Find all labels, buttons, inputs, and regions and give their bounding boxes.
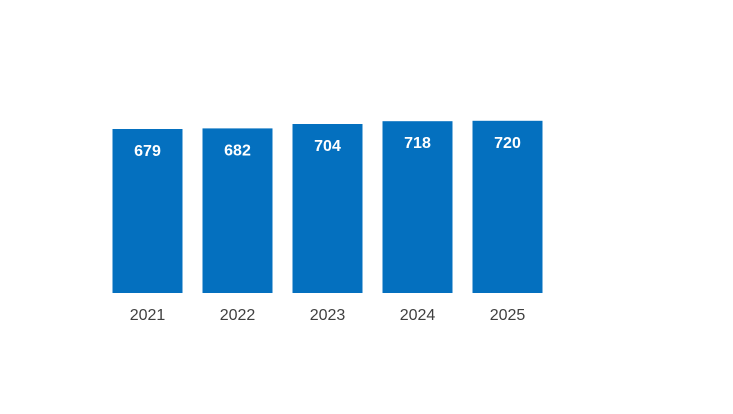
- bar-2022: [202, 128, 273, 293]
- x-tick-label: 2022: [220, 307, 256, 324]
- x-tick-label: 2025: [490, 307, 526, 324]
- bar-2021: [112, 129, 183, 293]
- bar-value-label: 718: [404, 135, 431, 152]
- bar-2025: [472, 120, 543, 293]
- bar-2023: [292, 124, 363, 293]
- bars-layer: [112, 120, 543, 293]
- bar-value-label: 704: [314, 138, 341, 155]
- bar-value-label: 720: [494, 135, 521, 152]
- bar-value-label: 679: [134, 143, 161, 160]
- bar-value-label: 682: [224, 142, 251, 159]
- x-tick-label: 2023: [310, 307, 346, 324]
- bar-2024: [382, 121, 453, 293]
- value-labels-layer: 679 682 704 718 720: [134, 135, 521, 160]
- category-labels-layer: 2021 2022 2023 2024 2025: [130, 307, 526, 324]
- x-tick-label: 2024: [400, 307, 436, 324]
- x-tick-label: 2021: [130, 307, 166, 324]
